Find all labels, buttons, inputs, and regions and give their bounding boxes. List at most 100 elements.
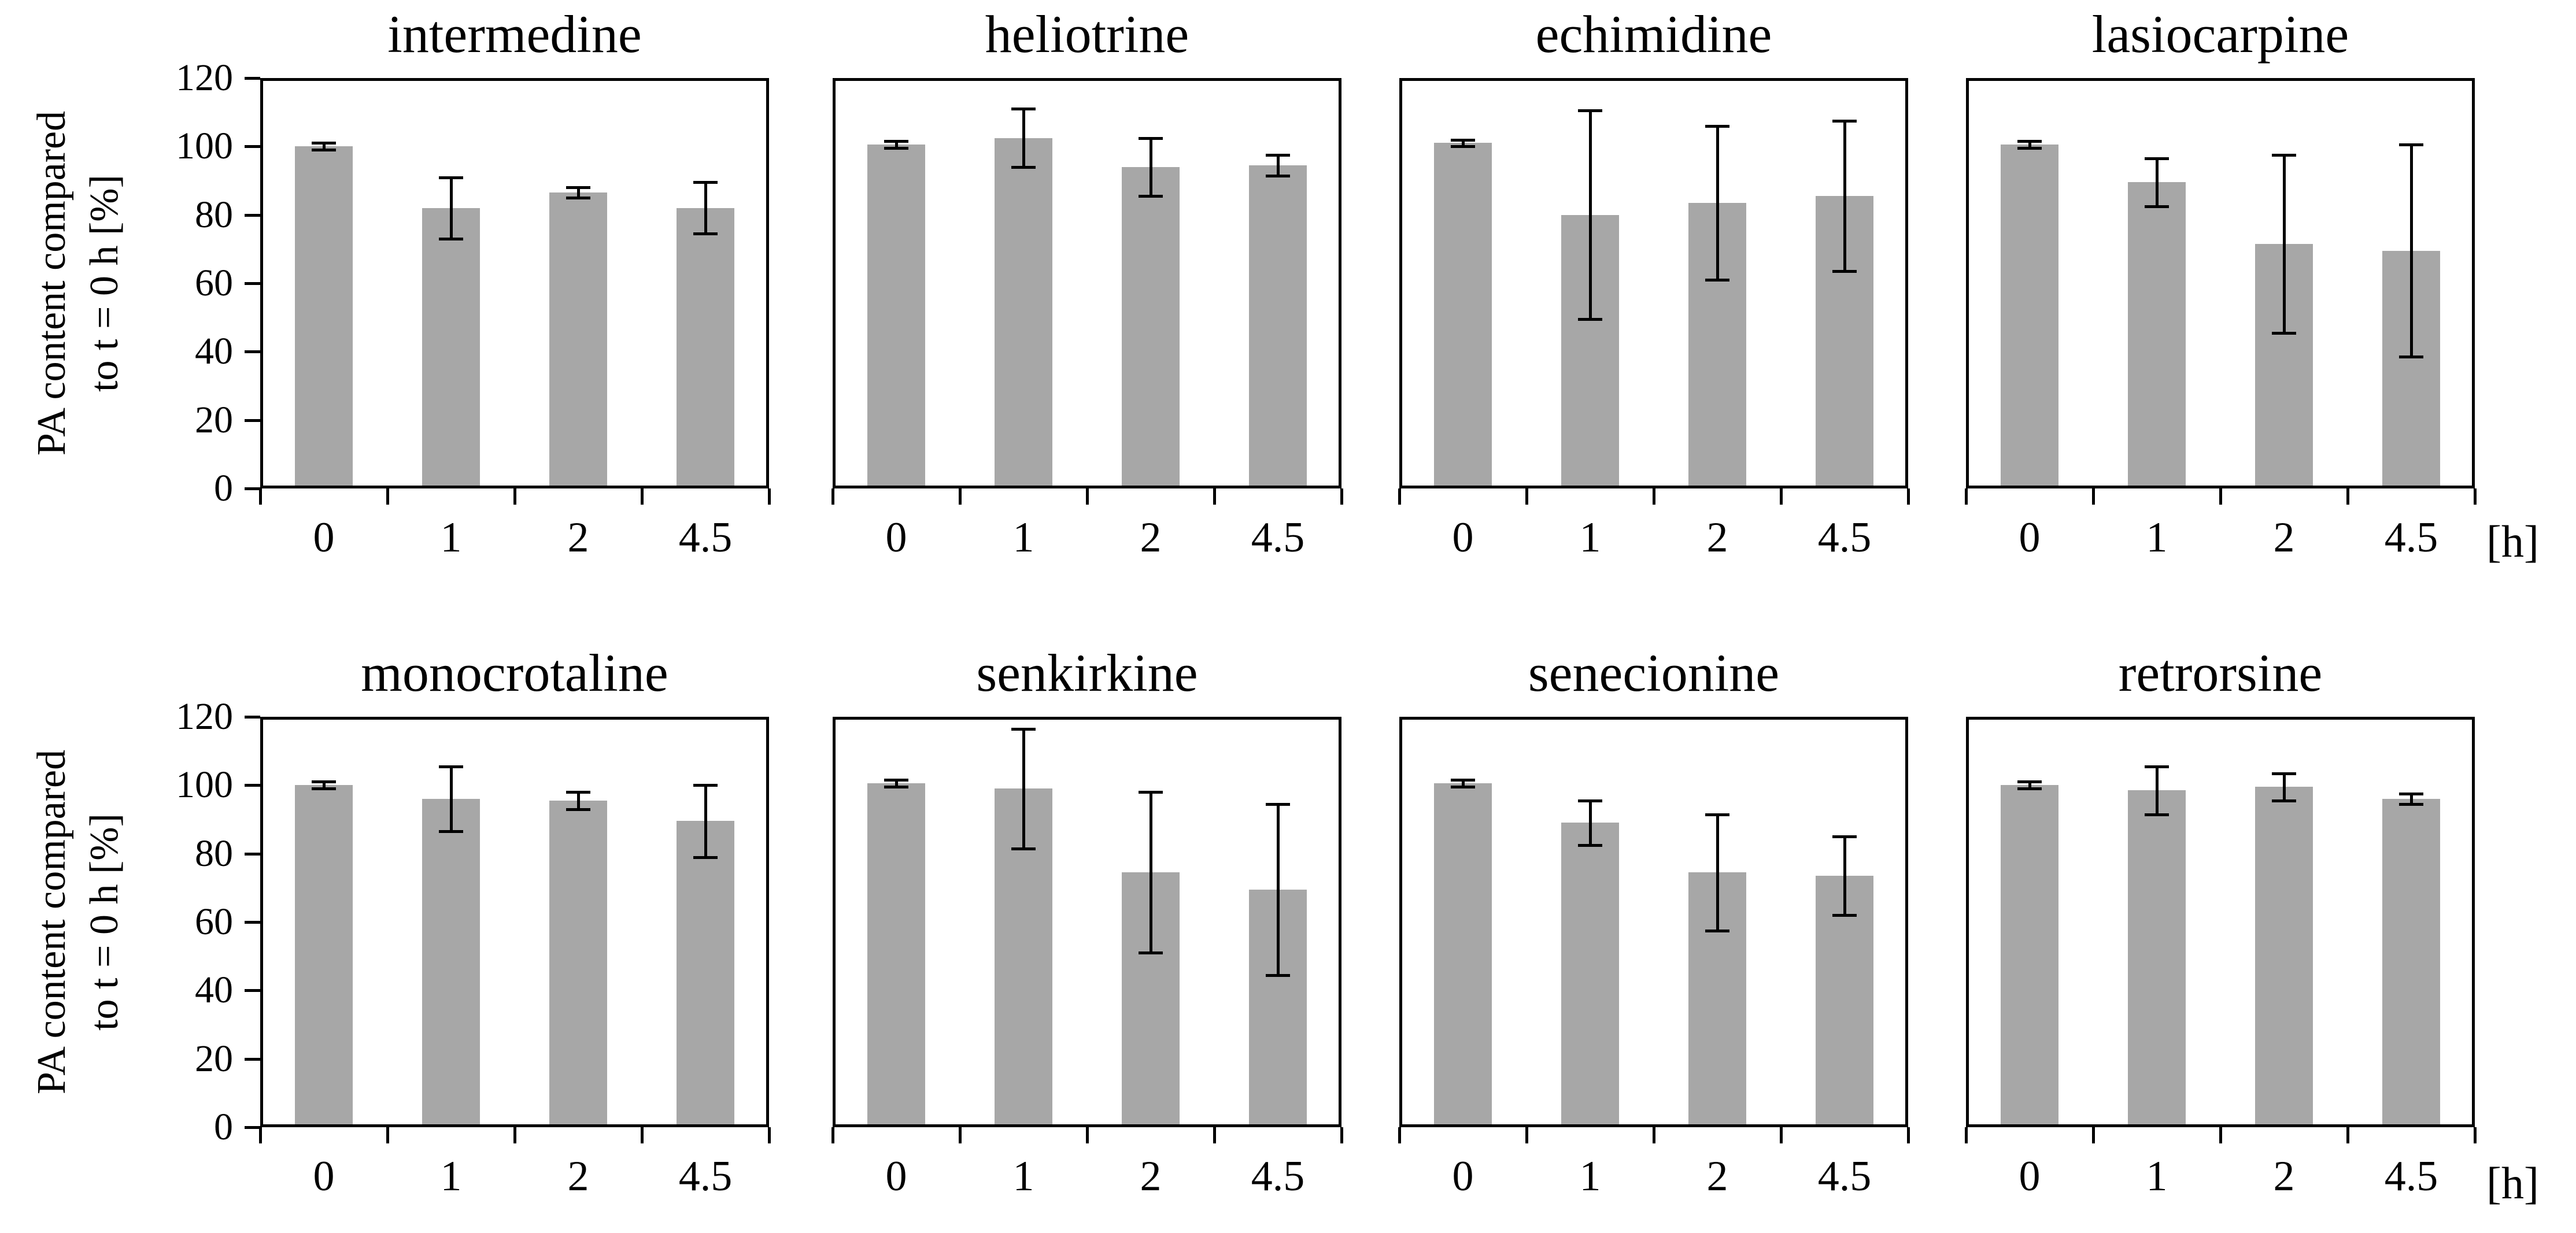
error-bar-cap-top	[439, 765, 463, 768]
error-bar-line	[577, 792, 580, 809]
y-axis-tick	[245, 350, 260, 353]
error-bar-cap-bottom	[2017, 787, 2042, 790]
x-axis-tick	[1086, 1127, 1089, 1143]
error-bar-cap-top	[2145, 765, 2169, 768]
error-bar-cap-top	[1578, 799, 1602, 802]
error-bar-cap-bottom	[1451, 786, 1475, 788]
error-bar-cap-bottom	[1139, 195, 1163, 198]
error-bar-cap-top	[693, 784, 718, 787]
y-axis-tick	[245, 853, 260, 856]
error-bar-cap-top	[1139, 791, 1163, 794]
x-tick-label: 2	[567, 514, 589, 561]
error-bar-line	[1716, 126, 1719, 280]
bar-4.5h	[1816, 876, 1873, 1124]
error-bar-cap-top	[1011, 108, 1036, 110]
error-bar-line	[1150, 138, 1152, 197]
x-axis-tick	[2092, 1127, 2095, 1143]
error-bar-cap-top	[312, 142, 336, 145]
plot-frame	[260, 78, 769, 488]
bar-0h	[1434, 143, 1492, 486]
y-axis-tick	[245, 145, 260, 148]
error-bar-cap-top	[1011, 728, 1036, 731]
bar-2h	[549, 801, 607, 1124]
x-axis-tick	[1525, 1127, 1528, 1143]
error-bar-cap-top	[2017, 780, 2042, 783]
error-bar-cap-top	[2017, 140, 2042, 143]
bar-1h	[2128, 182, 2186, 486]
error-bar-line	[1716, 814, 1719, 931]
error-bar-line	[1589, 801, 1592, 845]
error-bar-cap-top	[1578, 109, 1602, 112]
x-axis-tick	[1965, 488, 1968, 505]
error-bar-cap-bottom	[1578, 318, 1602, 321]
x-axis-tick	[1965, 1127, 1968, 1143]
x-axis-tick	[2219, 488, 2222, 505]
bar-1h	[1561, 215, 1619, 486]
x-tick-label: 1	[2146, 1153, 2168, 1200]
plot-frame	[1399, 78, 1908, 488]
x-tick-label: 1	[1012, 514, 1034, 561]
error-bar-line	[450, 767, 453, 831]
error-bar-cap-bottom	[1011, 166, 1036, 169]
x-tick-label: 4.5	[2384, 514, 2438, 561]
y-axis-tick	[245, 282, 260, 285]
x-tick-label: 0	[2019, 1153, 2041, 1200]
x-axis-tick	[768, 488, 771, 505]
error-bar-cap-top	[2399, 793, 2423, 795]
error-bar-line	[577, 187, 580, 198]
x-tick-label: 4.5	[1251, 1153, 1305, 1200]
bar-0h	[2001, 785, 2058, 1124]
y-axis-label-row1: PA content compared to t = 0 h [%]	[0, 78, 156, 488]
x-axis-tick	[768, 1127, 771, 1143]
error-bar-cap-top	[566, 186, 590, 189]
y-axis-tick	[245, 1058, 260, 1061]
x-tick-label: 2	[567, 1153, 589, 1200]
error-bar-cap-bottom	[2272, 332, 2296, 335]
error-bar-cap-bottom	[1011, 847, 1036, 850]
x-axis-tick	[513, 1127, 516, 1143]
error-bar-cap-bottom	[1578, 844, 1602, 847]
bar-1h	[422, 208, 480, 486]
chart-title: intermedine	[387, 5, 642, 64]
x-axis-tick	[831, 488, 834, 505]
error-bar-line	[1022, 109, 1025, 167]
bar-1h	[422, 799, 480, 1124]
error-bar-cap-top	[1832, 120, 1857, 123]
bar-0h	[2001, 145, 2058, 486]
y-axis-tick	[245, 487, 260, 490]
x-tick-label: 4.5	[678, 1153, 733, 1200]
y-axis-label-text: PA content compared to t = 0 h [%]	[25, 111, 131, 456]
x-axis-tick	[1086, 488, 1089, 505]
x-tick-label: 4.5	[678, 514, 733, 561]
error-bar-line	[2283, 773, 2286, 801]
y-axis-label-line2: to t = 0 h [%]	[82, 175, 127, 392]
x-tick-label: 1	[1012, 1153, 1034, 1200]
x-tick-label: 0	[885, 514, 907, 561]
chart-title: senkirkine	[976, 643, 1198, 702]
x-axis-tick	[1398, 488, 1401, 505]
x-axis-tick	[959, 1127, 962, 1143]
error-bar-cap-bottom	[1139, 951, 1163, 954]
x-axis-tick	[1907, 1127, 1910, 1143]
y-axis-tick	[245, 716, 260, 719]
error-bar-cap-top	[2399, 143, 2423, 146]
x-axis-tick	[1340, 488, 1343, 505]
x-axis-tick	[959, 488, 962, 505]
error-bar-line	[1462, 140, 1465, 147]
x-axis-tick	[2346, 1127, 2349, 1143]
x-axis-tick	[2346, 488, 2349, 505]
error-bar-cap-bottom	[1451, 145, 1475, 148]
x-tick-label: 2	[2273, 1153, 2295, 1200]
x-axis-tick	[1653, 488, 1655, 505]
bar-2h	[1688, 203, 1746, 486]
error-bar-line	[704, 182, 707, 234]
bar-4.5h	[1249, 890, 1307, 1124]
bar-4.5h	[677, 821, 734, 1124]
plot-frame	[833, 78, 1341, 488]
error-bar-line	[1150, 792, 1152, 953]
